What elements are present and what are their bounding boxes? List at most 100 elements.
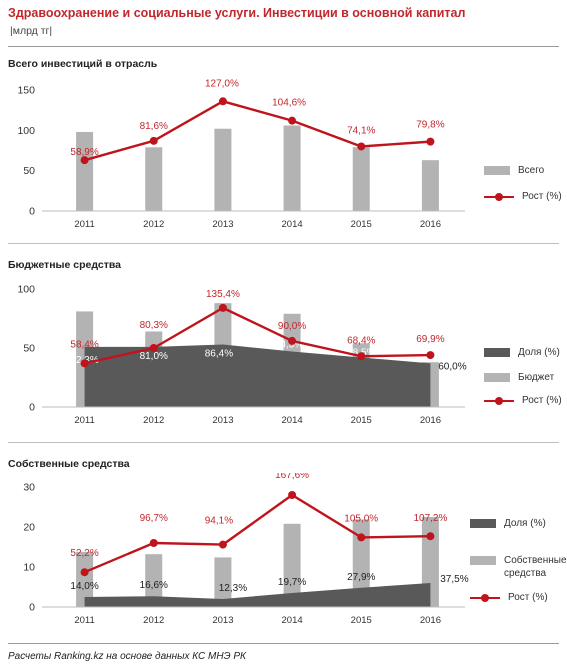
growth-point-2016 bbox=[426, 137, 435, 146]
share-label: 74,3% bbox=[275, 340, 303, 351]
growth-point-2014 bbox=[288, 116, 297, 125]
chart-3-svg: 0 10 20 30 2011 2012 2013 2014 2015 2016 14,0% 16,6… bbox=[23, 473, 468, 626]
bar-2012 bbox=[145, 554, 163, 607]
share-label: 86,4% bbox=[205, 348, 233, 359]
legend-item-growth: Рост (%) bbox=[484, 190, 562, 203]
growth-point-2012 bbox=[149, 539, 158, 547]
growth-label: 80,3% bbox=[140, 320, 168, 331]
growth-label: 58,4% bbox=[70, 339, 98, 350]
legend-item-budget: Бюджет bbox=[484, 371, 554, 384]
growth-line bbox=[84, 493, 431, 574]
legend-label-growth: Рост (%) bbox=[522, 191, 562, 202]
growth-point-2015 bbox=[357, 533, 366, 542]
chart-2-title: Бюджетные средства bbox=[8, 259, 122, 271]
x-tick-label: 2011 bbox=[74, 219, 94, 230]
legend-line-swatch bbox=[484, 394, 514, 407]
growth-label: 96,7% bbox=[140, 513, 168, 524]
y-tick-label: 10 bbox=[23, 562, 35, 574]
growth-label: 104,6% bbox=[272, 98, 306, 109]
growth-label: 58,9% bbox=[70, 147, 98, 158]
x-tick-label: 2015 bbox=[351, 415, 372, 426]
bar-2013 bbox=[214, 557, 232, 607]
page-title: Здравоохранение и социальные услуги. Инв… bbox=[8, 6, 466, 20]
bar-2014 bbox=[283, 523, 301, 607]
y-tick-label: 150 bbox=[17, 85, 35, 97]
share-label: 19,7% bbox=[278, 577, 306, 588]
footer-divider bbox=[8, 643, 559, 644]
growth-label: 81,6% bbox=[140, 121, 168, 132]
legend-label-share: Доля (%) bbox=[518, 347, 560, 358]
growth-label: 68,4% bbox=[347, 335, 375, 346]
x-tick-label: 2011 bbox=[74, 615, 94, 626]
growth-label: 69,9% bbox=[416, 334, 444, 345]
legend-label-total: Всего bbox=[518, 165, 545, 176]
growth-label: 52,2% bbox=[70, 548, 98, 559]
legend-line-swatch bbox=[484, 190, 514, 203]
share-label: 16,6% bbox=[140, 580, 168, 591]
y-tick-label: 100 bbox=[17, 125, 35, 137]
legend-line-swatch bbox=[470, 591, 500, 604]
x-tick-label: 2012 bbox=[143, 415, 164, 426]
growth-line bbox=[84, 306, 431, 365]
growth-point-2013 bbox=[218, 303, 227, 312]
share-label: 12,3% bbox=[219, 583, 247, 594]
section-divider-2 bbox=[8, 442, 559, 443]
x-tick-label: 2013 bbox=[212, 615, 233, 626]
growth-label: 135,4% bbox=[206, 289, 240, 300]
legend-bar-swatch bbox=[470, 556, 496, 565]
source-note: Расчеты Ranking.kz на основе данных КС М… bbox=[8, 651, 246, 662]
bar-2016 bbox=[421, 160, 439, 211]
legend-area-swatch bbox=[470, 519, 496, 528]
section-divider-1 bbox=[8, 243, 559, 244]
x-tick-label: 2013 bbox=[212, 219, 233, 230]
bar-2015 bbox=[352, 519, 370, 607]
growth-line bbox=[84, 100, 431, 162]
growth-point-2015 bbox=[357, 142, 366, 151]
chart-1: 0 50 100 150 2011 2012 2013 2014 2015 2016 58,9% 81… bbox=[0, 72, 470, 237]
legend-item-growth: Рост (%) bbox=[470, 591, 548, 604]
y-tick-label: 0 bbox=[29, 602, 35, 614]
growth-label: 127,0% bbox=[205, 78, 239, 89]
share-label: 27,9% bbox=[347, 572, 375, 583]
chart-2: 05010020112012201320142015201682,3%81,0%… bbox=[0, 275, 470, 435]
legend-bar-swatch bbox=[484, 373, 510, 382]
growth-point-2011 bbox=[80, 568, 89, 577]
growth-label: 90,0% bbox=[278, 321, 306, 332]
bar-2012 bbox=[145, 147, 163, 211]
growth-label: 79,8% bbox=[416, 120, 444, 131]
legend-label-budget: Бюджет bbox=[518, 372, 555, 383]
x-tick-label: 2012 bbox=[143, 615, 164, 626]
chart-3-title: Собственные средства bbox=[8, 458, 130, 470]
growth-point-2016 bbox=[426, 351, 435, 360]
legend-label-own-funds: Собственные средства bbox=[504, 555, 567, 579]
legend-label-growth: Рост (%) bbox=[508, 592, 548, 603]
chart-1-title: Всего инвестиций в отрасль bbox=[8, 58, 158, 70]
y-tick-label: 0 bbox=[29, 206, 35, 218]
y-tick-label: 0 bbox=[29, 402, 35, 414]
header-divider bbox=[8, 46, 559, 47]
y-tick-label: 30 bbox=[23, 482, 35, 494]
x-tick-label: 2014 bbox=[282, 219, 303, 230]
share-label: 37,5% bbox=[440, 574, 468, 585]
share-area bbox=[84, 583, 431, 607]
x-tick-label: 2015 bbox=[351, 219, 372, 230]
legend-item-total: Всего bbox=[484, 164, 544, 177]
y-tick-label: 100 bbox=[17, 284, 35, 296]
x-tick-label: 2016 bbox=[420, 415, 441, 426]
growth-point-2013 bbox=[218, 97, 227, 106]
legend-item-growth: Рост (%) bbox=[484, 394, 562, 407]
growth-point-2011 bbox=[80, 359, 89, 368]
y-tick-label: 20 bbox=[23, 522, 35, 534]
legend-bar-swatch bbox=[484, 166, 510, 175]
chart-1-svg: 0 50 100 150 2011 2012 2013 2014 2015 2016 58,9% 81… bbox=[17, 78, 465, 230]
growth-label: 74,1% bbox=[347, 125, 375, 136]
bar-2011 bbox=[76, 551, 94, 607]
legend-item-share: Доля (%) bbox=[470, 517, 546, 530]
growth-label: 105,0% bbox=[344, 513, 378, 524]
share-label: 14,0% bbox=[70, 581, 98, 592]
x-tick-label: 2012 bbox=[143, 219, 164, 230]
legend-item-own-funds: Собственные средства bbox=[470, 554, 567, 580]
share-label: 60,0% bbox=[438, 361, 466, 372]
x-tick-label: 2016 bbox=[420, 615, 441, 626]
chart-3: 0 10 20 30 2011 2012 2013 2014 2015 2016 14,0% 16,6… bbox=[0, 473, 470, 633]
